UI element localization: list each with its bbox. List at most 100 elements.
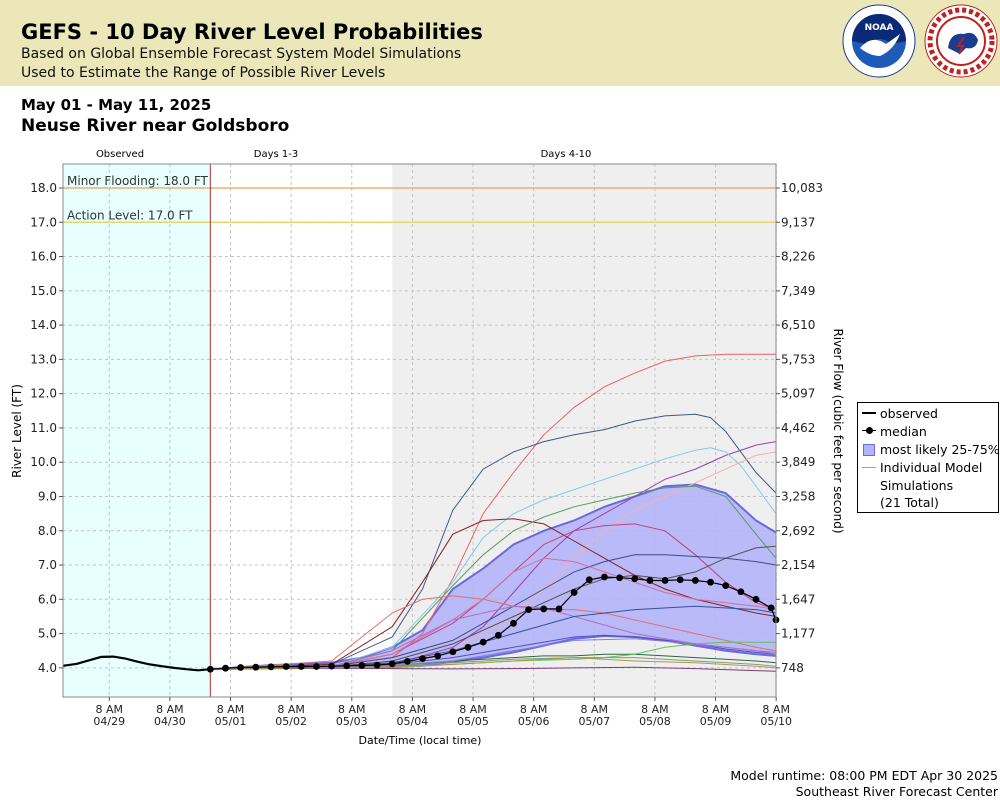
station-name: Neuse River near Goldsboro: [21, 116, 290, 136]
y-tick-label-12: 16.0: [30, 250, 57, 264]
y-tick-label-9: 13.0: [30, 352, 57, 366]
x-tick-label-time-11: 8 AM: [762, 703, 790, 716]
legend-members-label-3: (21 Total): [880, 494, 939, 510]
median-point-34: [722, 582, 730, 590]
x-tick-label-date-5: 05/04: [397, 715, 429, 728]
threshold-label-0: Minor Flooding: 18.0 FT: [67, 174, 209, 188]
x-tick-label-time-3: 8 AM: [277, 703, 305, 716]
x-tick-label-date-0: 04/29: [93, 715, 125, 728]
median-point-2: [237, 664, 245, 671]
x-tick-label-date-9: 05/08: [639, 715, 671, 728]
median-point-10: [358, 662, 366, 669]
y2-tick-label-5: 3,258: [781, 489, 815, 503]
legend-members-line-2: Simulations: [880, 477, 953, 493]
median-point-32: [691, 577, 699, 584]
subtitle-purpose: Used to Estimate the Range of Possible R…: [21, 65, 386, 81]
y-tick-label-4: 8.0: [38, 524, 57, 538]
y-tick-label-10: 14.0: [30, 318, 57, 332]
x-tick-label-time-4: 8 AM: [338, 703, 366, 716]
y-axis-label: River Level (FT): [10, 384, 24, 478]
x-tick-label-time-1: 8 AM: [156, 703, 184, 716]
x-tick-label-date-2: 05/01: [215, 715, 247, 728]
median-point-12: [388, 660, 396, 668]
y-tick-label-3: 7.0: [38, 558, 57, 572]
median-point-25: [585, 576, 593, 584]
y2-tick-label-12: 8,226: [781, 250, 815, 264]
median-point-7: [313, 663, 320, 670]
member-line-8: [210, 523, 777, 670]
median-point-24: [570, 589, 578, 596]
legend-item-observed: observed: [862, 405, 938, 421]
header-banner: GEFS - 10 Day River Level Probabilities …: [0, 0, 1000, 86]
member-line-7: [210, 485, 777, 670]
median-point-13: [403, 657, 411, 665]
legend-observed-label: observed: [880, 405, 938, 421]
median-point-20: [510, 619, 517, 627]
median-point-3: [252, 663, 260, 671]
y2-tick-label-11: 7,349: [781, 284, 815, 298]
median-point-6: [297, 663, 305, 670]
likely-band-area: [210, 484, 777, 670]
y2-tick-label-6: 3,849: [781, 455, 815, 469]
y-tick-label-6: 10.0: [30, 455, 57, 469]
median-point-33: [707, 578, 714, 586]
y2-tick-label-4: 2,692: [781, 524, 815, 538]
y2-tick-label-3: 2,154: [781, 558, 815, 572]
x-axis-label: Date/Time (local time): [359, 734, 482, 747]
median-point-14: [419, 655, 426, 663]
median-point-36: [752, 595, 760, 603]
x-tick-label-time-7: 8 AM: [520, 703, 548, 716]
median-point-31: [676, 576, 684, 584]
plot-frame: [62, 163, 777, 698]
x-tick-label-time-10: 8 AM: [702, 703, 730, 716]
y2-tick-label-8: 5,097: [781, 387, 815, 401]
legend-members-label-1: Individual Model: [880, 459, 983, 475]
median-point-27: [616, 574, 623, 582]
y-tick-label-11: 15.0: [30, 284, 57, 298]
threshold-label-1: Action Level: 17.0 FT: [67, 208, 193, 222]
median-point-19: [494, 631, 502, 639]
x-tick-label-time-5: 8 AM: [399, 703, 427, 716]
member-line-2: [210, 413, 777, 670]
legend-members-line-3: (21 Total): [880, 494, 939, 510]
median-point-28: [631, 575, 639, 583]
x-tick-label-time-2: 8 AM: [217, 703, 245, 716]
x-tick-label-date-10: 05/09: [700, 715, 732, 728]
median-point-37: [767, 604, 775, 612]
member-line-9: [210, 554, 777, 670]
median-point-15: [434, 652, 442, 660]
y2-tick-label-14: 10,083: [781, 181, 823, 195]
median-point-0: [206, 665, 214, 673]
y-tick-label-7: 11.0: [30, 421, 57, 435]
median-point-18: [479, 638, 487, 646]
x-tick-label-time-8: 8 AM: [581, 703, 609, 716]
legend-observed-swatch: [862, 406, 876, 420]
y2-tick-label-2: 1,647: [781, 592, 815, 606]
subtitle-model: Based on Global Ensemble Forecast System…: [21, 46, 462, 62]
x-tick-label-date-7: 05/06: [518, 715, 550, 728]
zone-label-days-4-10: Days 4-10: [541, 149, 592, 160]
median-point-4: [267, 663, 275, 671]
median-point-8: [328, 662, 335, 670]
median-point-35: [737, 588, 745, 596]
legend-members-swatch: [862, 460, 876, 474]
y-tick-label-13: 17.0: [30, 215, 57, 229]
y-tick-label-14: 18.0: [30, 181, 57, 195]
y-tick-label-5: 9.0: [38, 489, 57, 503]
member-line-11: [210, 557, 777, 670]
median-point-21: [525, 606, 533, 613]
legend-item-members: Individual Model: [862, 459, 982, 475]
observed-line: [62, 655, 211, 672]
median-point-1: [222, 664, 229, 672]
x-tick-label-date-6: 05/05: [457, 715, 489, 728]
noaa-logo-text: NOAA: [865, 23, 894, 33]
nws-logo-icon: [924, 4, 998, 78]
date-range: May 01 - May 11, 2025: [21, 96, 212, 114]
x-tick-label-date-11: 05/10: [760, 715, 792, 728]
model-runtime: Model runtime: 08:00 PM EDT Apr 30 2025: [730, 768, 998, 783]
y2-tick-label-1: 1,177: [781, 627, 815, 641]
median-point-23: [555, 605, 563, 613]
chart-legend: observed median most likely 25-75% Indiv…: [857, 402, 1000, 513]
median-point-16: [449, 648, 457, 656]
x-tick-label-time-6: 8 AM: [459, 703, 487, 716]
